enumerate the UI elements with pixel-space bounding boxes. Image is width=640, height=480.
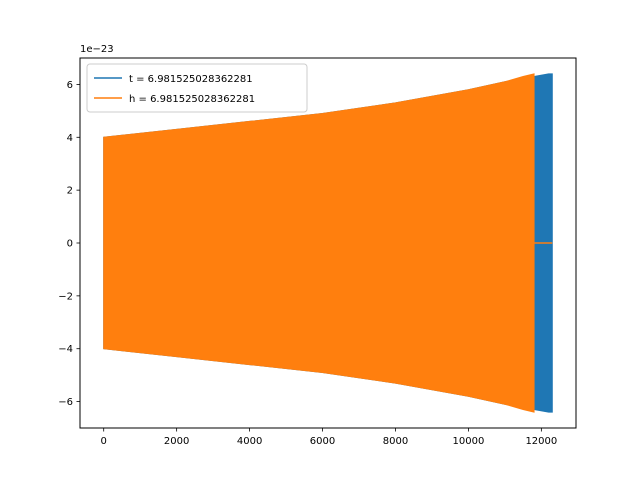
legend-entry: h = 6.981525028362281 [129,94,255,105]
x-tick-label: 12000 [525,436,557,447]
y-offset-label: 1e−23 [80,44,114,55]
y-tick-label: 4 [67,133,73,144]
y-tick-label: 6 [67,80,73,91]
y-tick-label: 0 [67,239,73,250]
y-tick-label: −6 [58,397,73,408]
y-tick-label: −2 [58,291,73,302]
x-tick-label: 2000 [164,436,189,447]
x-tick-label: 0 [101,436,107,447]
legend-entry: t = 6.981525028362281 [129,74,253,85]
legend-box [86,63,308,113]
y-axis: −6 −4 −2 0 2 4 6 [58,80,80,408]
plot-series [103,73,553,413]
x-tick-label: 10000 [453,436,485,447]
x-tick-label: 4000 [237,436,262,447]
y-tick-label: −4 [58,344,73,355]
y-tick-label: 2 [67,186,73,197]
x-tick-label: 8000 [383,436,408,447]
x-tick-label: 6000 [310,436,335,447]
x-axis: 0 2000 4000 6000 8000 10000 12000 [101,428,557,447]
series-1-band [103,73,535,413]
legend: t = 6.981525028362281 h = 6.9815250283622… [86,63,308,113]
